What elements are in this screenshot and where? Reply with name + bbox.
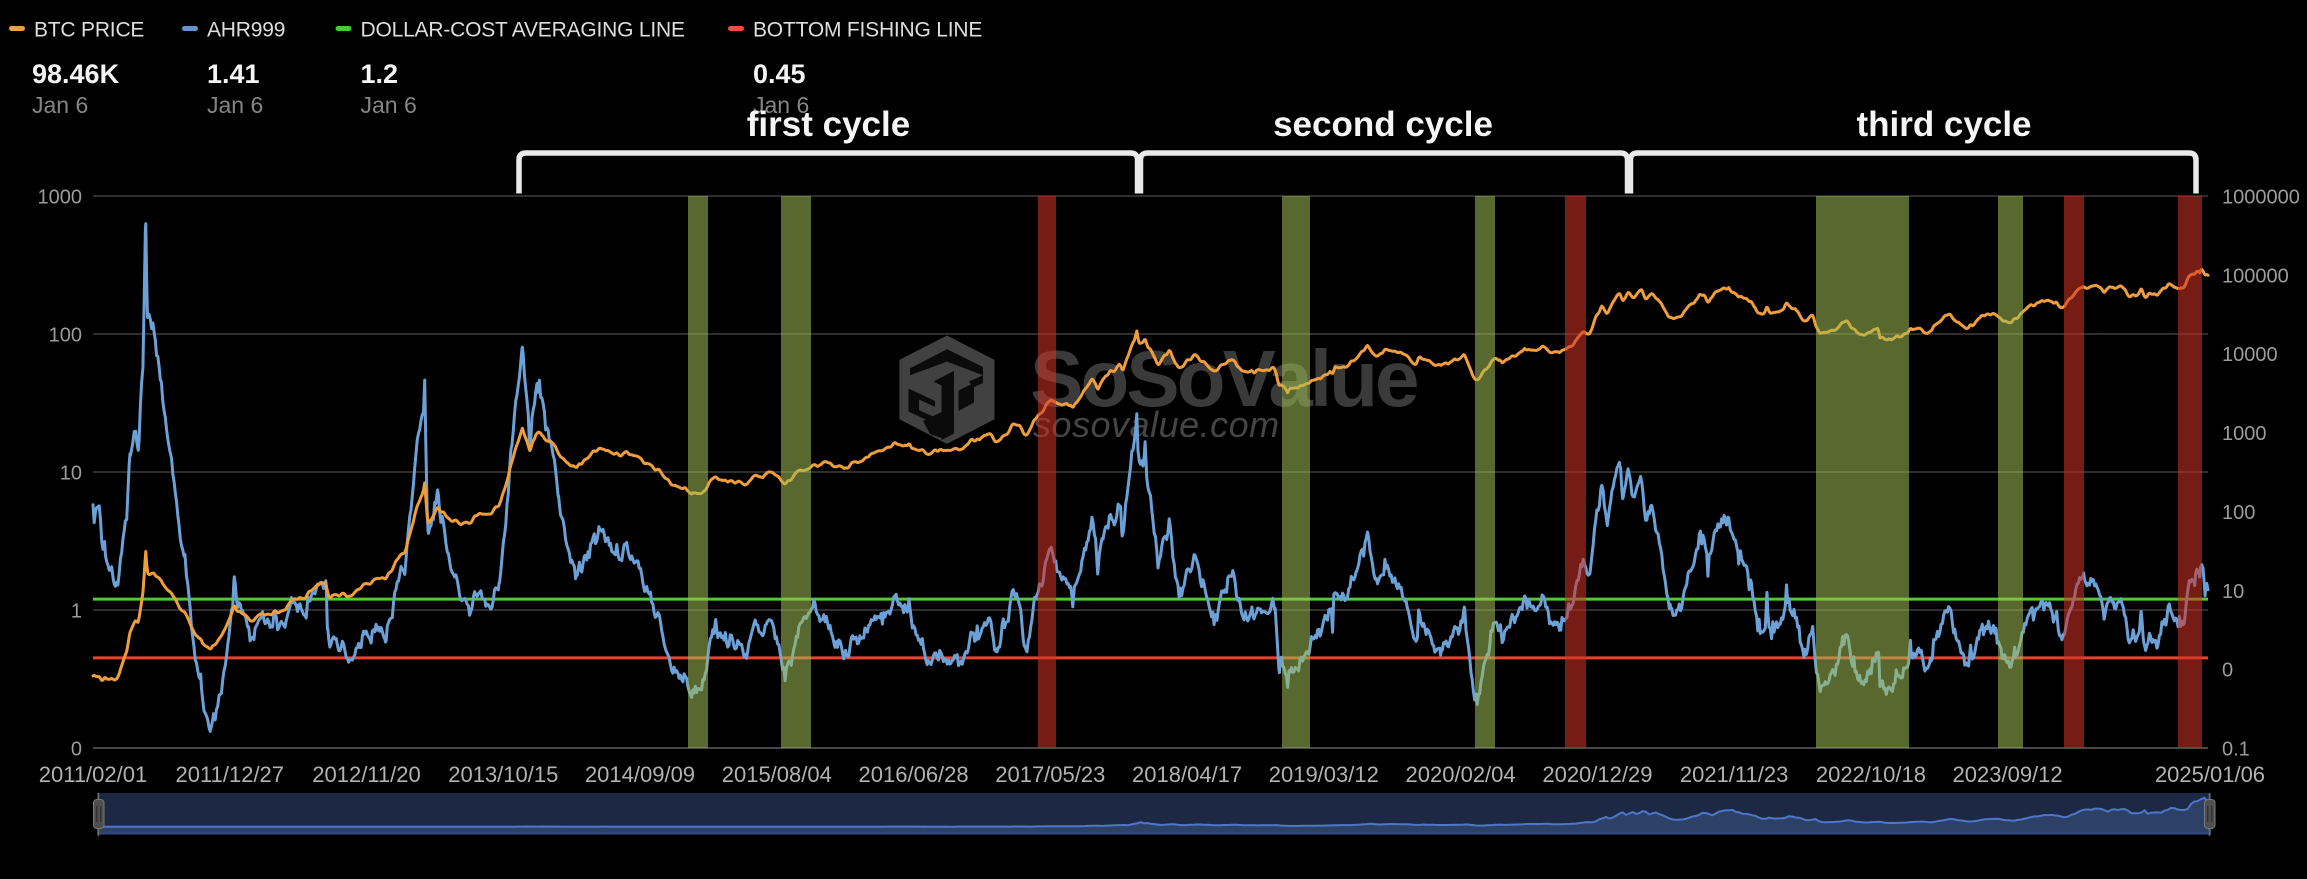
svg-text:SoSoValue: SoSoValue (1030, 334, 1417, 423)
svg-text:second cycle: second cycle (1273, 105, 1493, 144)
svg-text:Jan 6: Jan 6 (207, 92, 263, 118)
svg-text:2025/01/06: 2025/01/06 (2155, 762, 2265, 787)
svg-text:0.45: 0.45 (753, 59, 806, 89)
svg-text:Jan 6: Jan 6 (32, 92, 88, 118)
svg-text:2013/10/15: 2013/10/15 (448, 762, 558, 787)
svg-text:2018/04/17: 2018/04/17 (1132, 762, 1242, 787)
svg-text:10: 10 (2222, 581, 2244, 603)
svg-text:1: 1 (71, 601, 82, 623)
svg-text:100: 100 (2222, 502, 2255, 524)
svg-text:2020/02/04: 2020/02/04 (1406, 762, 1516, 787)
svg-text:2017/05/23: 2017/05/23 (995, 762, 1105, 787)
svg-text:2021/11/23: 2021/11/23 (1680, 762, 1788, 787)
svg-text:2014/09/09: 2014/09/09 (585, 762, 695, 787)
svg-text:BTC PRICE: BTC PRICE (34, 19, 144, 42)
svg-text:10: 10 (60, 463, 82, 485)
svg-text:2012/11/20: 2012/11/20 (312, 762, 420, 787)
svg-text:BOTTOM FISHING LINE: BOTTOM FISHING LINE (753, 19, 982, 42)
svg-text:100: 100 (49, 325, 82, 347)
svg-text:2022/10/18: 2022/10/18 (1816, 762, 1926, 787)
svg-text:0: 0 (71, 739, 82, 761)
svg-text:2015/08/04: 2015/08/04 (722, 762, 832, 787)
svg-text:1000: 1000 (38, 187, 83, 209)
svg-text:sosovalue.com: sosovalue.com (1033, 404, 1280, 445)
svg-text:2019/03/12: 2019/03/12 (1269, 762, 1379, 787)
svg-text:2020/12/29: 2020/12/29 (1542, 762, 1652, 787)
svg-text:1000000: 1000000 (2222, 187, 2300, 209)
svg-text:2023/09/12: 2023/09/12 (1953, 762, 2063, 787)
svg-text:0.1: 0.1 (2222, 739, 2250, 761)
svg-text:third cycle: third cycle (1856, 105, 2031, 144)
svg-text:2016/06/28: 2016/06/28 (859, 762, 969, 787)
svg-text:10000: 10000 (2222, 344, 2278, 366)
svg-text:98.46K: 98.46K (32, 59, 120, 89)
svg-text:2011/02/01: 2011/02/01 (39, 762, 147, 787)
svg-text:1.41: 1.41 (207, 59, 260, 89)
svg-text:DOLLAR-COST AVERAGING LINE: DOLLAR-COST AVERAGING LINE (361, 19, 685, 42)
svg-text:Jan 6: Jan 6 (753, 92, 809, 118)
svg-text:first cycle: first cycle (747, 105, 910, 144)
svg-text:100000: 100000 (2222, 265, 2289, 287)
svg-text:0: 0 (2222, 660, 2233, 682)
svg-text:1.2: 1.2 (361, 59, 399, 89)
svg-text:2011/12/27: 2011/12/27 (176, 762, 284, 787)
svg-text:Jan 6: Jan 6 (361, 92, 417, 118)
svg-text:AHR999: AHR999 (207, 19, 285, 42)
svg-text:1000: 1000 (2222, 423, 2267, 445)
